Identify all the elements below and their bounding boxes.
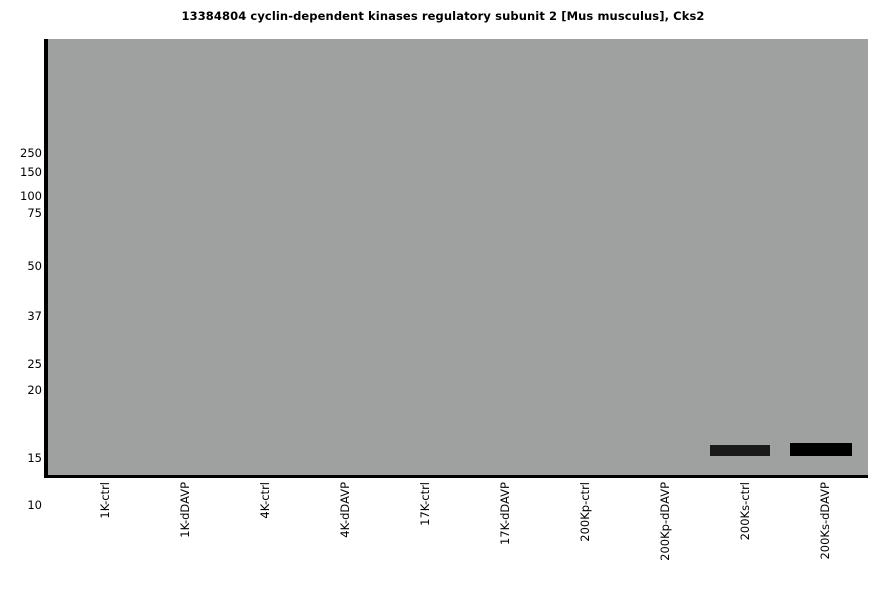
x-tick-label-text: 17K-dDAVP [498,482,512,546]
x-tick-label-text: 17K-ctrl [418,482,432,526]
x-tick-label: 1K-dDAVP [178,482,192,592]
protein-band [790,443,852,456]
gel-plot-area [48,39,868,475]
y-tick-label: 150 [20,165,42,179]
x-axis-tick-labels: 1K-ctrl 1K-dDAVP 4K-ctrl 4K-dDAVP 17K-ctrl 17… [44,482,868,595]
x-tick-label: 4K-dDAVP [338,482,352,592]
x-tick-label: 200Ks-ctrl [738,482,752,592]
x-tick-label-text: 4K-dDAVP [338,482,352,538]
x-tick-label: 200Ks-dDAVP [818,482,832,592]
y-tick-label: 15 [27,451,42,465]
y-tick-label: 37 [27,309,42,323]
y-tick-label: 100 [20,189,42,203]
x-tick-label-text: 4K-ctrl [258,482,272,519]
y-tick-label: 50 [27,259,42,273]
plot-frame [44,39,868,478]
x-tick-label: 4K-ctrl [258,482,272,592]
protein-band [710,445,770,456]
x-axis-line [44,475,868,478]
x-tick-label: 17K-ctrl [418,482,432,592]
x-tick-label: 200Kp-ctrl [578,482,592,592]
band-layer [48,39,872,478]
x-tick-label: 1K-ctrl [98,482,112,592]
y-axis-tick-labels: 250 150 100 75 50 37 25 20 15 10 [8,39,42,511]
page-title: 13384804 cyclin-dependent kinases regula… [181,9,705,23]
x-tick-label-text: 1K-ctrl [98,482,112,519]
y-tick-label: 250 [20,146,42,160]
x-tick-label-text: 1K-dDAVP [178,482,192,538]
x-tick-label-text: 200Ks-ctrl [738,482,752,541]
y-axis-line [44,39,48,478]
x-tick-label-text: 200Kp-dDAVP [658,482,672,561]
y-tick-label: 10 [27,498,42,512]
x-tick-label-text: 200Kp-ctrl [578,482,592,542]
x-tick-label: 200Kp-dDAVP [658,482,672,592]
x-tick-label: 17K-dDAVP [498,482,512,592]
x-tick-label-text: 200Ks-dDAVP [818,482,832,560]
y-tick-label: 20 [27,383,42,397]
y-tick-label: 25 [27,357,42,371]
y-tick-label: 75 [27,206,42,220]
